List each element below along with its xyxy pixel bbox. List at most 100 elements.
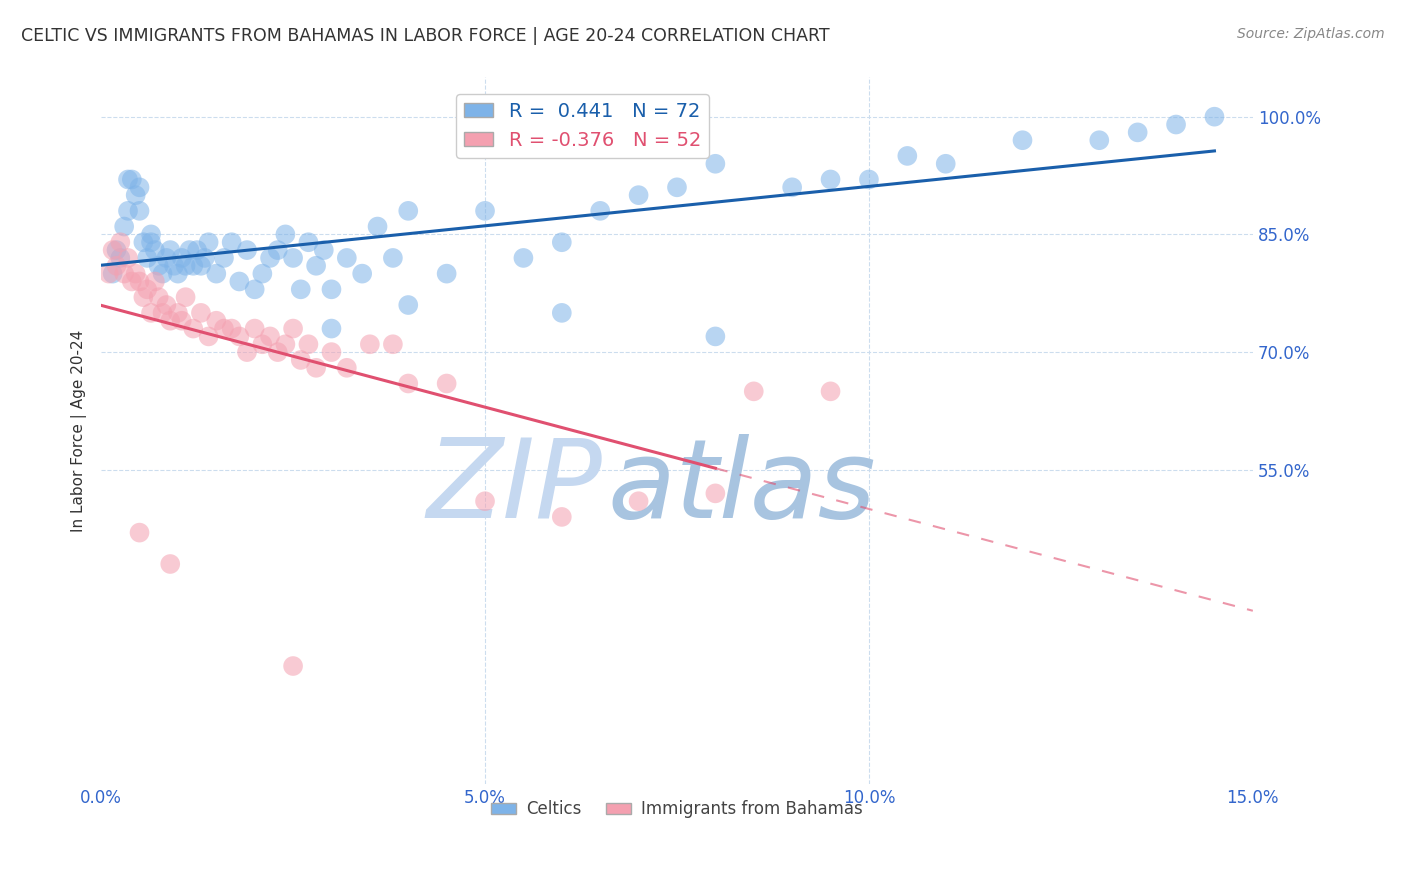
Point [105, 243, 128, 257]
Point [174, 259, 197, 273]
Point [181, 321, 204, 335]
Point [159, 557, 181, 571]
Point [820, 384, 842, 399]
Point [367, 219, 389, 234]
Point [935, 157, 957, 171]
Point [167, 306, 190, 320]
Point [236, 345, 259, 359]
Point [551, 235, 574, 250]
Point [125, 188, 148, 202]
Point [221, 321, 243, 335]
Point [1164, 118, 1187, 132]
Point [155, 251, 177, 265]
Text: Source: ZipAtlas.com: Source: ZipAtlas.com [1237, 27, 1385, 41]
Point [281, 251, 304, 265]
Point [259, 329, 281, 343]
Point [125, 267, 148, 281]
Point [197, 329, 219, 343]
Point [704, 329, 727, 343]
Point [121, 172, 143, 186]
Text: atlas: atlas [607, 434, 876, 541]
Point [381, 337, 404, 351]
Point [267, 243, 290, 257]
Point [112, 219, 135, 234]
Point [190, 306, 212, 320]
Point [205, 314, 228, 328]
Point [259, 251, 281, 265]
Point [281, 659, 304, 673]
Point [336, 251, 359, 265]
Point [152, 306, 174, 320]
Point [742, 384, 765, 399]
Point [197, 235, 219, 250]
Point [474, 203, 496, 218]
Point [117, 172, 139, 186]
Point [858, 172, 880, 186]
Point [148, 290, 170, 304]
Point [396, 203, 419, 218]
Point [112, 267, 135, 281]
Point [143, 243, 166, 257]
Point [136, 282, 159, 296]
Point [163, 259, 186, 273]
Point [186, 243, 208, 257]
Point [190, 259, 212, 273]
Point [267, 345, 290, 359]
Point [1126, 125, 1149, 139]
Point [132, 290, 155, 304]
Point [128, 525, 150, 540]
Point [1204, 110, 1226, 124]
Point [181, 259, 204, 273]
Point [212, 251, 235, 265]
Point [512, 251, 534, 265]
Point [221, 235, 243, 250]
Point [139, 235, 162, 250]
Point [132, 235, 155, 250]
Point [312, 243, 335, 257]
Point [352, 267, 374, 281]
Point [396, 298, 419, 312]
Point [101, 267, 124, 281]
Point [139, 306, 162, 320]
Text: ZIP: ZIP [426, 434, 602, 541]
Point [110, 251, 132, 265]
Point [174, 290, 197, 304]
Point [281, 321, 304, 335]
Point [128, 275, 150, 289]
Point [128, 180, 150, 194]
Point [159, 243, 181, 257]
Point [136, 251, 159, 265]
Point [436, 267, 458, 281]
Point [236, 243, 259, 257]
Point [704, 157, 727, 171]
Point [167, 267, 190, 281]
Point [297, 235, 319, 250]
Point [105, 259, 128, 273]
Point [252, 337, 274, 351]
Point [159, 314, 181, 328]
Y-axis label: In Labor Force | Age 20-24: In Labor Force | Age 20-24 [72, 329, 87, 532]
Text: CELTIC VS IMMIGRANTS FROM BAHAMAS IN LABOR FORCE | AGE 20-24 CORRELATION CHART: CELTIC VS IMMIGRANTS FROM BAHAMAS IN LAB… [21, 27, 830, 45]
Point [228, 275, 250, 289]
Point [336, 360, 359, 375]
Point [170, 314, 193, 328]
Point [896, 149, 918, 163]
Point [155, 298, 177, 312]
Point [297, 337, 319, 351]
Legend: Celtics, Immigrants from Bahamas: Celtics, Immigrants from Bahamas [484, 794, 870, 825]
Point [212, 321, 235, 335]
Point [627, 494, 650, 508]
Point [1088, 133, 1111, 147]
Point [381, 251, 404, 265]
Point [110, 235, 132, 250]
Point [665, 180, 688, 194]
Point [474, 494, 496, 508]
Point [228, 329, 250, 343]
Point [274, 337, 297, 351]
Point [205, 267, 228, 281]
Point [551, 306, 574, 320]
Point [396, 376, 419, 391]
Point [274, 227, 297, 242]
Point [780, 180, 803, 194]
Point [627, 188, 650, 202]
